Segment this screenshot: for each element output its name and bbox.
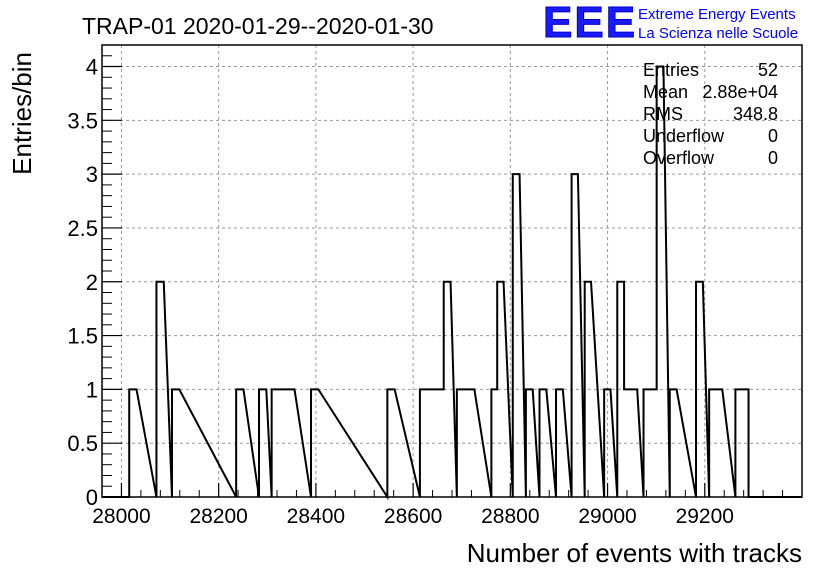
stats-value: 0 — [768, 126, 778, 146]
y-tick-label: 1.5 — [67, 324, 98, 349]
histogram-bin — [457, 389, 475, 497]
stats-value: 52 — [758, 60, 778, 80]
stats-box: Entries 52 Mean 2.88e+04 RMS 348.8 Underflow 0 O… — [643, 60, 778, 168]
y-tick-label: 2.5 — [67, 216, 98, 241]
y-tick-label: 3.5 — [67, 108, 98, 133]
x-tick-label: 29200 — [676, 505, 734, 528]
stats-label: Underflow — [643, 126, 725, 146]
eee-logo-mark: EEE — [542, 0, 638, 47]
y-tick-label: 4 — [86, 55, 98, 80]
stats-label: Mean — [643, 82, 688, 102]
x-tick-label: 28000 — [92, 505, 150, 528]
x-tick-label: 28800 — [481, 505, 539, 528]
x-tick-label: 29000 — [578, 505, 636, 528]
stats-label: RMS — [643, 104, 683, 124]
y-tick-label: 1 — [86, 377, 98, 402]
y-tick-label: 2 — [86, 270, 98, 295]
stats-value: 2.88e+04 — [702, 82, 778, 102]
chart-title: TRAP-01 2020-01-29--2020-01-30 — [82, 13, 434, 39]
x-tick-label: 28200 — [189, 505, 247, 528]
x-axis-label: Number of events with tracks — [467, 538, 802, 568]
stats-label: Entries — [643, 60, 699, 80]
stats-label: Overflow — [643, 148, 715, 168]
logo-line-2: La Scienza nelle Scuole — [638, 25, 799, 42]
logo-line-1: Extreme Energy Events — [638, 6, 796, 23]
y-tick-label: 0.5 — [67, 431, 98, 456]
x-tick-label: 28600 — [384, 505, 442, 528]
y-axis-label: Entries/bin — [7, 52, 37, 175]
stats-value: 348.8 — [733, 104, 778, 124]
y-tick-label: 0 — [86, 485, 98, 510]
axis-ticks: 28000 28200 28400 28600 28800 29000 29200 0 0.5 1… — [67, 55, 803, 528]
x-tick-label: 28400 — [287, 505, 345, 528]
stats-value: 0 — [768, 148, 778, 168]
y-tick-label: 3 — [86, 162, 98, 187]
